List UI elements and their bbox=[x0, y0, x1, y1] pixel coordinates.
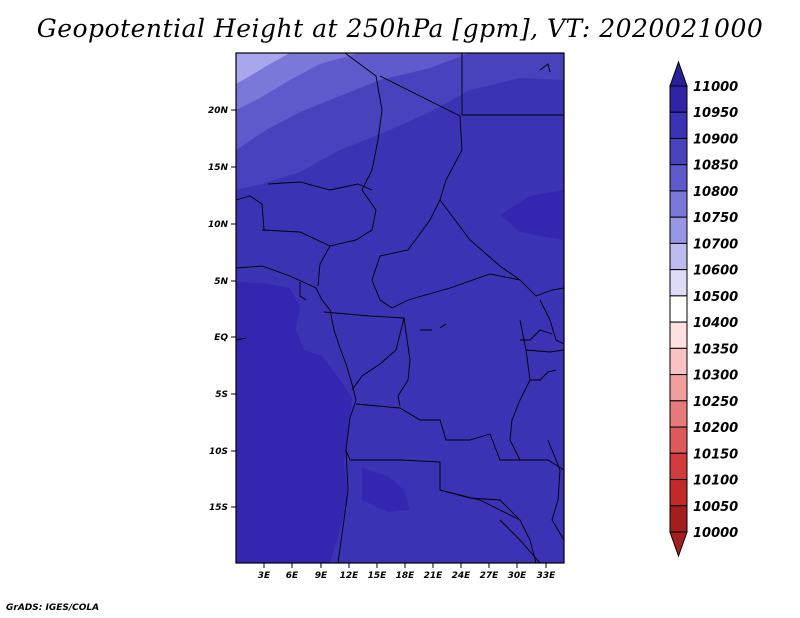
colorbar-label: 10600 bbox=[693, 264, 738, 279]
longitude-axis: 3E 6E 9E 12E 15E 18E 21E 24E 27E 30E 33E bbox=[258, 563, 556, 581]
colorbar-swatch bbox=[669, 111, 688, 139]
lon-tick-label: 27E bbox=[480, 571, 500, 581]
map-title: Geopotential Height at 250hPa [gpm], VT:… bbox=[36, 14, 764, 43]
colorbar-label: 10200 bbox=[693, 421, 738, 436]
colorbar-swatch bbox=[669, 295, 688, 323]
colorbar-label: 10900 bbox=[693, 132, 738, 147]
colorbar-label: 10300 bbox=[693, 369, 738, 384]
height-band-3 bbox=[236, 53, 360, 110]
lon-tick-label: 15E bbox=[368, 571, 388, 581]
lon-tick-label: 3E bbox=[258, 571, 271, 581]
grads-credit: GrADS: IGES/COLA bbox=[6, 603, 100, 613]
map-frame bbox=[235, 52, 565, 564]
lon-tick-label: 12E bbox=[340, 571, 360, 581]
colorbar-label: 10000 bbox=[693, 526, 738, 541]
ocean-region bbox=[236, 282, 352, 563]
colorbar-label: 10700 bbox=[693, 237, 738, 252]
colorbar-label: 10750 bbox=[693, 211, 738, 226]
colorbar-label: 10100 bbox=[693, 474, 738, 489]
colorbar-label: 10500 bbox=[693, 290, 738, 305]
lon-tick-label: 18E bbox=[396, 571, 416, 581]
colorbar-swatch bbox=[669, 164, 688, 192]
lat-tick-label: 20N bbox=[208, 106, 229, 116]
colorbar-swatch bbox=[669, 479, 688, 507]
colorbar-swatch bbox=[669, 242, 688, 271]
lon-tick-label: 9E bbox=[315, 571, 328, 581]
colorbar-swatch bbox=[669, 505, 688, 533]
colorbar-label: 10250 bbox=[693, 395, 738, 410]
colorbar-swatch bbox=[669, 452, 688, 481]
lat-tick-label: 5S bbox=[215, 390, 228, 400]
colorbar-swatch bbox=[669, 269, 688, 297]
colorbar-label: 10050 bbox=[693, 500, 738, 515]
latitude-axis: 20N 15N 10N 5N EQ 5S 10S 15S bbox=[208, 106, 236, 513]
colorbar-swatch bbox=[669, 137, 688, 166]
colorbar: 11000 10950 10900 10850 10800 10750 10700 10600… bbox=[669, 60, 738, 558]
colorbar-label: 11000 bbox=[693, 80, 738, 95]
colorbar-swatch bbox=[669, 374, 688, 402]
lat-tick-label: 5N bbox=[214, 277, 228, 287]
lat-tick-label: 15S bbox=[209, 503, 228, 513]
colorbar-swatch bbox=[669, 347, 688, 376]
country-borders bbox=[236, 53, 564, 563]
colorbar-label: 10400 bbox=[693, 316, 738, 331]
ocean-region-east bbox=[500, 190, 564, 240]
colorbar-swatch bbox=[669, 190, 688, 218]
lat-tick-label: 15N bbox=[208, 163, 229, 173]
colorbar-swatch bbox=[669, 85, 688, 113]
colorbar-swatch bbox=[669, 426, 688, 454]
lon-tick-label: 33E bbox=[537, 571, 557, 581]
colorbar-max-arrow bbox=[669, 60, 688, 87]
lon-tick-label: 21E bbox=[424, 571, 444, 581]
colorbar-label: 10800 bbox=[693, 185, 738, 200]
colorbar-swatch bbox=[669, 321, 688, 349]
map-area bbox=[236, 53, 564, 563]
colorbar-swatch bbox=[669, 216, 688, 244]
lon-tick-label: 30E bbox=[508, 571, 528, 581]
lat-tick-label: 10N bbox=[208, 220, 229, 230]
lon-tick-label: 24E bbox=[452, 571, 472, 581]
colorbar-label: 10150 bbox=[693, 447, 738, 462]
ocean-region-south-lobe bbox=[362, 468, 410, 512]
height-band-4 bbox=[236, 53, 290, 84]
colorbar-label: 10350 bbox=[693, 342, 738, 357]
colorbar-label: 10850 bbox=[693, 159, 738, 174]
lat-tick-label: EQ bbox=[214, 333, 228, 343]
colorbar-swatch bbox=[669, 400, 688, 428]
colorbar-min-arrow bbox=[669, 531, 688, 558]
lat-tick-label: 10S bbox=[209, 447, 228, 457]
colorbar-label: 10950 bbox=[693, 106, 738, 121]
lon-tick-label: 6E bbox=[286, 571, 299, 581]
